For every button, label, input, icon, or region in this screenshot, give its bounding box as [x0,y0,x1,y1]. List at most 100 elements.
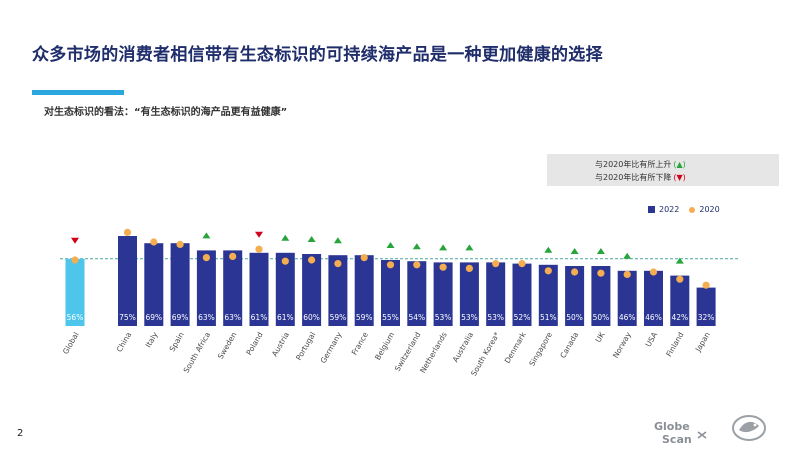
up-triangle-icon [386,242,395,248]
legend-2022-swatch [648,206,655,213]
bar-2022 [670,275,690,326]
bar-value-label: 61% [251,313,268,322]
bar-value-label: 69% [145,313,162,322]
bar-value-label: 46% [619,313,636,322]
up-triangle-icon [544,246,553,253]
bar-value-label: 61% [277,313,294,322]
bar-2022 [696,287,716,326]
dot-2020 [71,256,79,264]
x-tick-label: Netherlands [418,330,449,374]
x-tick-label: Sweden [216,330,239,360]
x-tick-label: Finland [664,330,685,358]
up-triangle-icon [412,243,421,250]
bar-value-label: 59% [356,313,373,322]
legend-down-label: 与2020年比有所下降 [595,173,672,182]
bar-value-label: 56% [67,313,84,322]
x-tick-label: UK [594,330,608,344]
up-triangle-icon [333,237,342,244]
series-legend: 2022 2020 [648,205,720,214]
bar-2022 [591,266,611,326]
bar-value-label: 59% [330,313,347,322]
up-triangle-icon [307,236,316,242]
svg-text:Globe: Globe [654,420,690,433]
bar-2022 [433,262,453,326]
x-tick-label: Global [61,331,81,356]
up-triangle-icon [439,244,448,251]
bar-value-label: 55% [382,313,399,322]
bar-2022 [144,243,164,326]
legend-down-row: 与2020年比有所下降 (▼) [595,172,686,183]
dot-2020 [649,268,658,276]
bar-2022 [275,252,295,326]
globescan-logo-mark: Globe Scan [654,420,707,446]
dot-2020 [413,261,421,269]
dot-2020 [202,254,210,262]
title-accent-bar [32,90,124,95]
x-tick-label: Canada [558,331,580,360]
chart-subtitle: 对生态标识的看法：“有生态标识的海产品更有益健康” [44,107,288,118]
down-triangle-icon: (▼) [673,173,686,182]
x-tick-label: Japan [693,330,712,354]
page-number: 2 [17,428,24,439]
bar-value-label: 63% [198,313,215,322]
dot-2020 [492,260,500,268]
dot-2020 [623,270,631,278]
legend-2022-label: 2022 [659,205,680,214]
bar-2022 [328,255,348,326]
bar-value-label: 52% [514,313,531,322]
bar-value-label: 53% [435,313,452,322]
x-tick-label: Italy [144,330,160,349]
up-triangle-icon [623,252,632,259]
bar-value-label: 75% [119,313,136,322]
up-triangle-icon [202,232,211,239]
dot-2020 [386,261,395,269]
x-tick-label: USA [644,330,660,349]
x-tick-label: Singapore [527,330,554,368]
x-tick-label: China [115,331,134,354]
change-legend: 与2020年比有所上升 (▲) 与2020年比有所下降 (▼) [547,154,779,186]
x-tick-label: Germany [319,330,344,365]
legend-2020-dot [689,206,696,213]
bar-value-label: 69% [172,313,189,322]
bar-chart: 56% Global 75% China 69% Italy 69% Spain 63% Sout… [60,228,740,378]
bar-2022 [302,254,322,326]
bar-2022 [170,243,190,326]
x-tick-label: Portugal [294,331,317,362]
bar-value-label: 63% [224,313,241,322]
x-tick-label: South Africa [182,331,213,375]
bar-2022 [223,250,243,326]
page-title: 众多市场的消费者相信带有生态标识的可持续海产品是一种更加健康的选择 [32,45,603,65]
bar-value-label: 32% [698,313,715,322]
up-triangle-icon [570,248,579,254]
bar-value-label: 42% [671,313,688,322]
bar-2022 [354,255,374,326]
dot-2020 [676,275,684,283]
down-triangle-icon [71,237,79,244]
x-tick-label: Australia [451,331,475,364]
bar-2022 [644,270,663,326]
bar-2022 [538,264,558,326]
bar-2022 [512,263,532,326]
legend-up-row: 与2020年比有所上升 (▲) [595,159,686,170]
bar-value-label: 54% [408,313,425,322]
x-tick-label: Spain [168,330,186,353]
x-tick-label: Belgium [373,331,396,362]
bar-value-label: 51% [540,313,557,322]
dot-2020 [229,252,237,260]
bar-value-label: 53% [461,313,478,322]
dot-2020 [518,260,526,268]
bar-2022 [407,261,427,326]
up-triangle-icon [596,248,605,254]
bar-2022 [565,266,585,326]
dot-2020 [255,245,263,253]
dot-2020 [544,267,552,275]
dot-2020 [334,260,342,268]
dot-2020 [123,228,132,236]
bar-value-label: 60% [303,313,320,322]
bar-2022 [617,270,637,326]
dot-2020 [465,264,473,272]
bar-2022 [381,260,400,326]
x-tick-label: Norway [611,330,633,360]
dot-2020 [597,269,605,277]
dot-2020 [281,257,289,265]
